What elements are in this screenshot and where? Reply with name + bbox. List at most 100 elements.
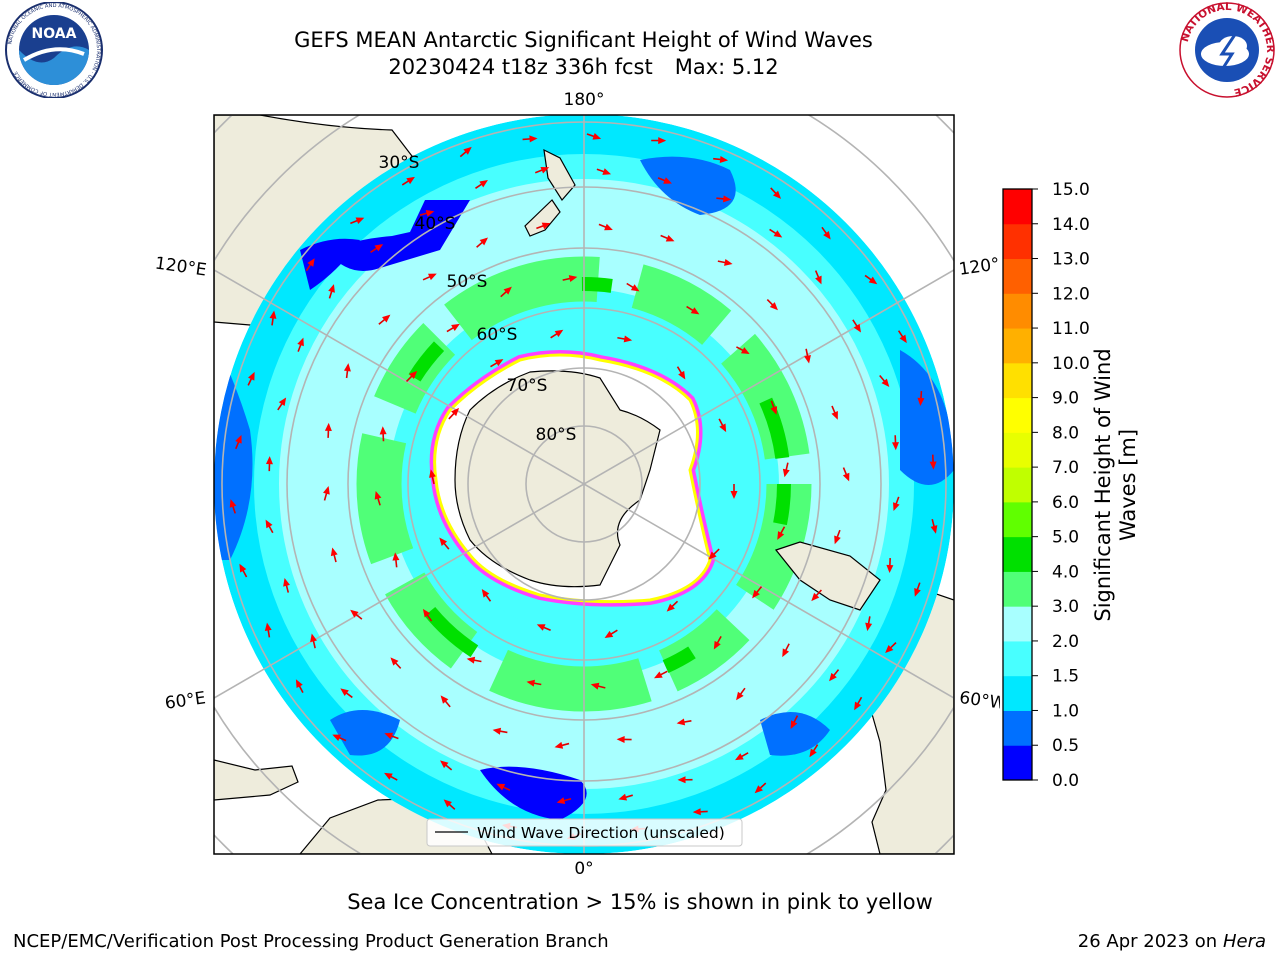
wave-direction-arrowhead (295, 679, 303, 689)
wave-direction-arrowhead (804, 355, 811, 364)
wave-direction-arrowhead (868, 276, 878, 285)
wave-direction-arrowhead (384, 732, 394, 740)
colorbar-tick-label: 10.0 (1052, 354, 1090, 374)
lon-label-180: 180° (564, 90, 605, 110)
wave-direction-arrowhead (409, 370, 418, 379)
colorbar-bin (1003, 467, 1032, 503)
colorbar-bin (1003, 189, 1032, 225)
wave-direction-arrowhead (264, 622, 272, 632)
colorbar-bin (1003, 362, 1032, 399)
wave-direction-arrowhead (618, 793, 628, 801)
wave-direction-arrowhead (865, 622, 873, 632)
wave-direction-arrowhead (443, 799, 452, 808)
wave-direction-arrowhead (777, 531, 785, 540)
wave-direction-arrowhead (330, 547, 338, 557)
colorbar-tick-label: 1.0 (1052, 701, 1079, 721)
wave-direction-arrowhead (666, 603, 675, 612)
colorbar-tick-label: 5.0 (1052, 528, 1079, 548)
wave-direction-arrowhead (439, 537, 448, 546)
wave-direction-arrowhead (269, 310, 277, 319)
wave-direction-arrowhead (310, 633, 317, 643)
colorbar-bin (1003, 710, 1032, 746)
antarctica (429, 350, 716, 607)
wave-direction-arrowhead (451, 323, 460, 332)
colorbar-bin (1003, 293, 1032, 329)
wave-direction-arrowhead (554, 329, 564, 338)
colorbar-bin (1003, 397, 1032, 433)
colorbar-tick-label: 3.0 (1052, 597, 1079, 617)
wave-direction-arrowhead (536, 624, 546, 631)
wave-direction-arrowhead (677, 776, 686, 784)
wave-direction-arrowhead (678, 370, 686, 380)
wave-direction-arrowhead (676, 718, 686, 726)
colorbar-tick-label: 2.0 (1052, 632, 1079, 652)
wave-direction-arrowhead (374, 244, 384, 252)
wave-direction-arrowhead (692, 808, 701, 816)
wave-direction-arrowhead (340, 688, 349, 697)
lon-label-0: 0° (574, 859, 593, 879)
wave-direction-arrowhead (724, 259, 733, 266)
colorbar-tick-label: 14.0 (1052, 215, 1090, 235)
lat-label-60s: 60°S (477, 325, 518, 345)
wave-direction-arrowhead (752, 589, 760, 599)
wave-direction-arrowhead (568, 275, 578, 283)
wave-direction-arrowhead (842, 472, 850, 482)
lat-label-50s: 50°S (447, 272, 488, 292)
colorbar-bin (1003, 606, 1032, 642)
wave-direction-arrowhead (623, 335, 633, 343)
wave-direction-arrowhead (440, 760, 449, 769)
colorbar-bin (1003, 223, 1032, 260)
colorbar-tick-label: 11.0 (1052, 319, 1090, 339)
lat-label-70s: 70°S (507, 376, 548, 396)
colorbar-frame (1002, 188, 1033, 781)
colorbar-bin (1003, 501, 1032, 538)
wave-direction-arrowhead (736, 691, 744, 701)
wave-direction-arrowhead (653, 671, 663, 679)
lat-label-80s: 80°S (536, 425, 577, 445)
wave-direction-arrowhead (834, 535, 841, 545)
wave-direction-arrowhead (323, 486, 330, 495)
wave-direction-arrowhead (754, 785, 763, 794)
wave-direction-arrowhead (503, 286, 512, 295)
lat-label-40s: 40°S (415, 214, 456, 234)
issue-date-text: 26 Apr 2023 on (1077, 931, 1218, 952)
wave-direction-arrowhead (451, 407, 460, 417)
wave-direction-arrowhead (722, 195, 732, 203)
colorbar-tick-label: 1.5 (1052, 667, 1079, 687)
wave-direction-arrowhead (590, 682, 600, 690)
wave-direction-arrowhead (332, 734, 342, 742)
colorbar-tick-label: 6.0 (1052, 493, 1079, 513)
wave-direction-arrowhead (782, 648, 790, 658)
colorbar-tick-label: 9.0 (1052, 389, 1079, 409)
wave-direction-arrowhead (556, 797, 566, 804)
wave-direction-arrowhead (853, 323, 862, 333)
wave-direction-arrowhead (730, 491, 738, 499)
wave-direction-arrowhead (343, 363, 351, 372)
wave-direction-arrowhead (541, 222, 551, 230)
wave-direction-arrowhead (690, 307, 700, 315)
lon-label-120e: 120°E (154, 254, 208, 281)
colorbar-bin (1003, 536, 1032, 572)
colorbar-tick-label: 15.0 (1052, 180, 1090, 200)
noaa-logo-text: NOAA (32, 26, 77, 42)
wave-direction-arrowhead (790, 720, 798, 730)
wave-direction-arrowhead (392, 552, 400, 561)
noaa-logo: NATIONAL OCEANIC AND ATMOSPHERIC ADMINIS… (5, 2, 103, 98)
max-value: Max: 5.12 (674, 55, 779, 79)
wave-direction-arrowhead (708, 551, 717, 560)
wave-direction-arrowhead (278, 397, 287, 407)
run-info: 20230424 t18z 336h fcst (388, 55, 653, 79)
wave-direction-arrowhead (811, 592, 820, 602)
colorbar-tick-label: 12.0 (1052, 284, 1090, 304)
wave-direction-arrowhead (881, 378, 890, 387)
wave-direction-arrowhead (554, 741, 564, 749)
colorbar-ticks: 0.0 0.5 1.0 1.5 2.0 3.0 4.0 5.0 6.0 7.0 8.0 9.0 10.0… (1032, 180, 1090, 790)
wave-direction-arrowhead (604, 630, 614, 639)
wave-direction-arrowhead (592, 132, 602, 140)
wave-direction-arrowhead (663, 177, 672, 184)
map-panel: 180° 120°E 120° 60°E 60°W 0° 30°S 40°S 5… (154, 90, 1000, 879)
wave-direction-arrowhead (740, 347, 750, 354)
legend-label: Wind Wave Direction (unscaled) (477, 824, 725, 842)
colorbar-label-line2: Waves [m] (1116, 429, 1140, 541)
wave-direction-arrowhead (239, 563, 247, 573)
